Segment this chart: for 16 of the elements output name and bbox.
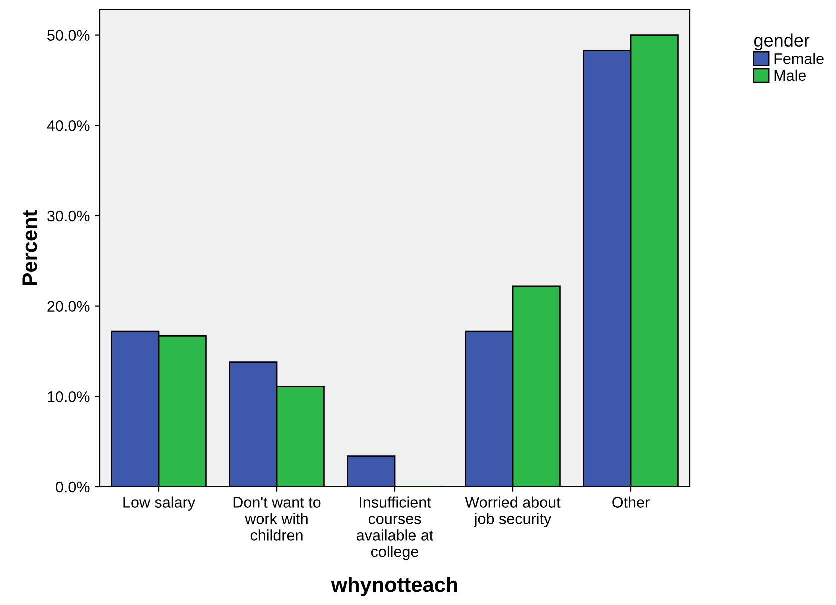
y-tick-label: 50.0% — [48, 30, 90, 41]
x-tick-label: Insufficient courses available at college — [357, 496, 434, 560]
x-tick-label: Low salary — [124, 496, 196, 511]
legend-label: Female — [774, 53, 824, 64]
y-axis-title: Percent — [22, 210, 38, 286]
legend-title: gender — [754, 34, 810, 51]
x-tick-label: Other — [612, 496, 650, 508]
y-tick-label: 20.0% — [48, 301, 90, 312]
legend-label: Male — [774, 70, 806, 82]
y-tick-label: 40.0% — [47, 120, 90, 132]
y-tick-label: 30.0% — [48, 210, 90, 222]
x-tick-label: Worried about job security — [465, 496, 561, 528]
y-tick-label: 0.0% — [56, 482, 90, 493]
y-tick-label: 10.0% — [48, 392, 90, 402]
x-tick-label: Don't want to work with children — [234, 497, 321, 541]
x-axis-title: whynotteach — [331, 577, 458, 596]
